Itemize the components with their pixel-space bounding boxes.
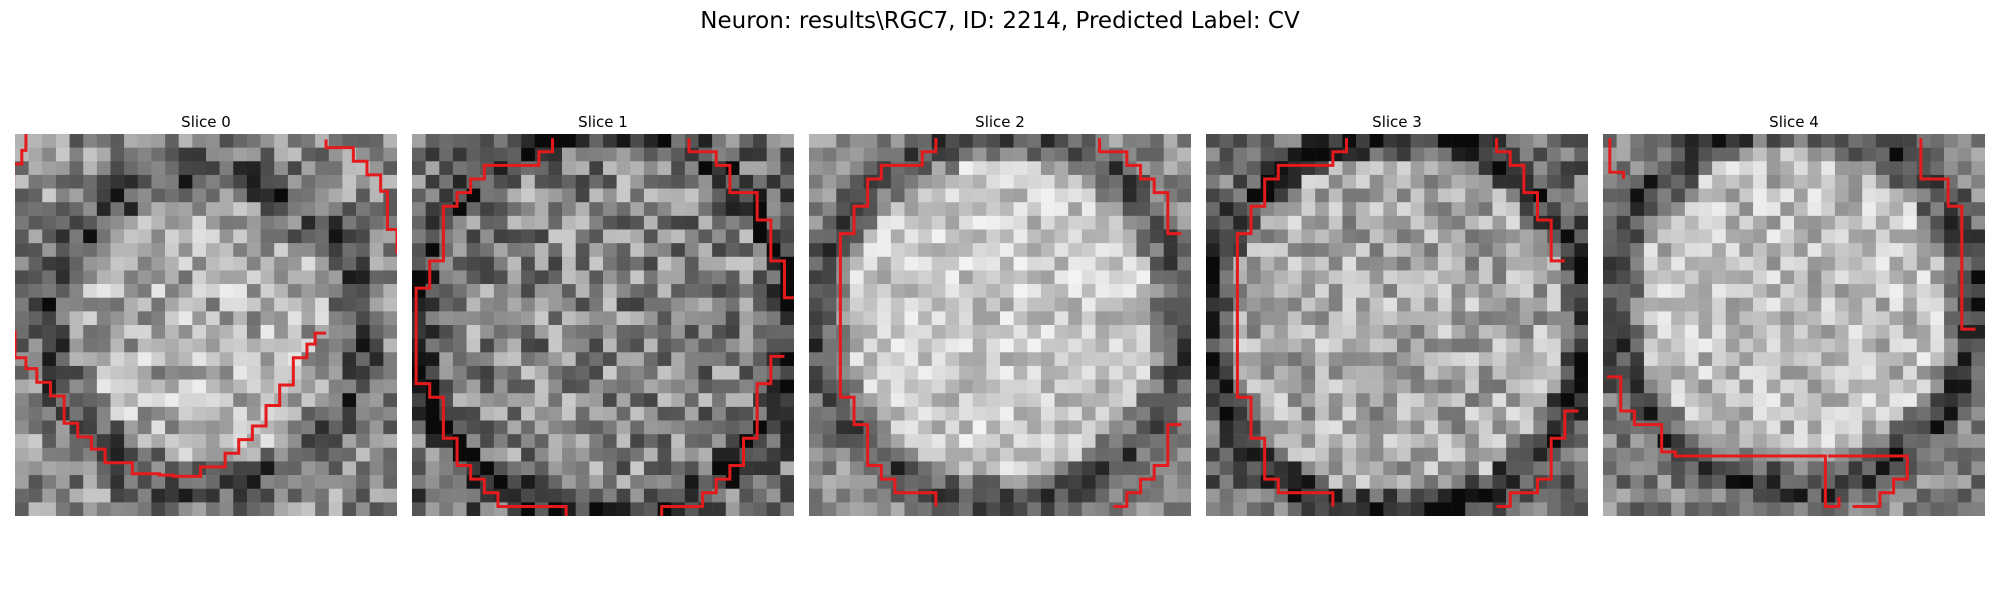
segmentation-contour bbox=[15, 134, 327, 478]
segmentation-contour bbox=[1496, 409, 1579, 508]
segmentation-contour bbox=[687, 138, 794, 300]
slice-image bbox=[412, 134, 794, 516]
slice-panel-1: Slice 1 bbox=[412, 112, 794, 516]
slice-panel-0: Slice 0 bbox=[15, 112, 397, 516]
slice-title: Slice 4 bbox=[1769, 113, 1819, 131]
segmentation-contour bbox=[324, 139, 397, 255]
slice-panel-2: Slice 2 bbox=[809, 112, 1191, 516]
slice-image bbox=[809, 134, 1191, 516]
segmentation-contour bbox=[1607, 375, 1841, 508]
slice-title: Slice 0 bbox=[181, 113, 231, 131]
segmentation-contour bbox=[660, 354, 785, 516]
slice-title: Slice 2 bbox=[975, 113, 1025, 131]
slice-image bbox=[1206, 134, 1588, 516]
segmentation-contour bbox=[1919, 138, 1976, 331]
segmentation-contour bbox=[1235, 138, 1349, 507]
segmentation-contour bbox=[414, 138, 568, 516]
slice-panel-3: Slice 3 bbox=[1206, 112, 1588, 516]
segmentation-contour bbox=[1828, 454, 1909, 508]
slice-title: Slice 3 bbox=[1372, 113, 1422, 131]
segmentation-contour bbox=[1113, 423, 1182, 508]
segmentation-contour bbox=[1608, 138, 1625, 180]
slice-image bbox=[15, 134, 397, 516]
figure-title: Neuron: results\RGC7, ID: 2214, Predicte… bbox=[700, 8, 1300, 34]
segmentation-contour bbox=[1098, 138, 1182, 236]
slice-image bbox=[1603, 134, 1985, 516]
segmentation-contour bbox=[838, 138, 938, 507]
segmentation-contour bbox=[1495, 138, 1565, 263]
slice-panel-4: Slice 4 bbox=[1603, 112, 1985, 516]
slice-title: Slice 1 bbox=[578, 113, 628, 131]
